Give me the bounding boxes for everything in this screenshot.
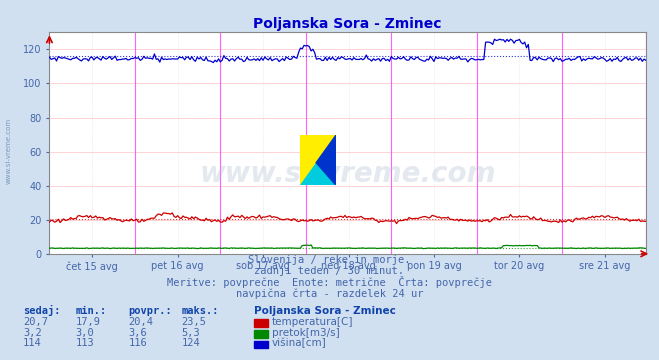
Text: zadnji teden / 30 minut.: zadnji teden / 30 minut. bbox=[254, 266, 405, 276]
Text: Meritve: povprečne  Enote: metrične  Črta: povprečje: Meritve: povprečne Enote: metrične Črta:… bbox=[167, 276, 492, 288]
Text: povpr.:: povpr.: bbox=[129, 306, 172, 316]
Text: sedaj:: sedaj: bbox=[23, 305, 61, 316]
Text: 3,2: 3,2 bbox=[23, 328, 42, 338]
Text: 3,6: 3,6 bbox=[129, 328, 147, 338]
Polygon shape bbox=[316, 135, 336, 185]
Text: min.:: min.: bbox=[76, 306, 107, 316]
Text: 20,7: 20,7 bbox=[23, 317, 48, 327]
Text: Poljanska Sora - Zminec: Poljanska Sora - Zminec bbox=[254, 306, 395, 316]
Text: 23,5: 23,5 bbox=[181, 317, 206, 327]
Title: Poljanska Sora - Zminec: Poljanska Sora - Zminec bbox=[253, 17, 442, 31]
Polygon shape bbox=[300, 135, 336, 185]
Text: 116: 116 bbox=[129, 338, 147, 348]
Text: www.si-vreme.com: www.si-vreme.com bbox=[5, 118, 12, 184]
Text: 20,4: 20,4 bbox=[129, 317, 154, 327]
Text: temperatura[C]: temperatura[C] bbox=[272, 317, 354, 327]
Text: 5,3: 5,3 bbox=[181, 328, 200, 338]
Text: višina[cm]: višina[cm] bbox=[272, 338, 327, 348]
Text: 124: 124 bbox=[181, 338, 200, 348]
Text: 17,9: 17,9 bbox=[76, 317, 101, 327]
Text: 3,0: 3,0 bbox=[76, 328, 94, 338]
Polygon shape bbox=[300, 135, 336, 185]
Text: navpična črta - razdelek 24 ur: navpična črta - razdelek 24 ur bbox=[236, 289, 423, 300]
Text: maks.:: maks.: bbox=[181, 306, 219, 316]
Text: pretok[m3/s]: pretok[m3/s] bbox=[272, 328, 340, 338]
Text: www.si-vreme.com: www.si-vreme.com bbox=[200, 160, 496, 188]
Text: 113: 113 bbox=[76, 338, 94, 348]
Text: 114: 114 bbox=[23, 338, 42, 348]
Text: Slovenija / reke in morje.: Slovenija / reke in morje. bbox=[248, 255, 411, 265]
